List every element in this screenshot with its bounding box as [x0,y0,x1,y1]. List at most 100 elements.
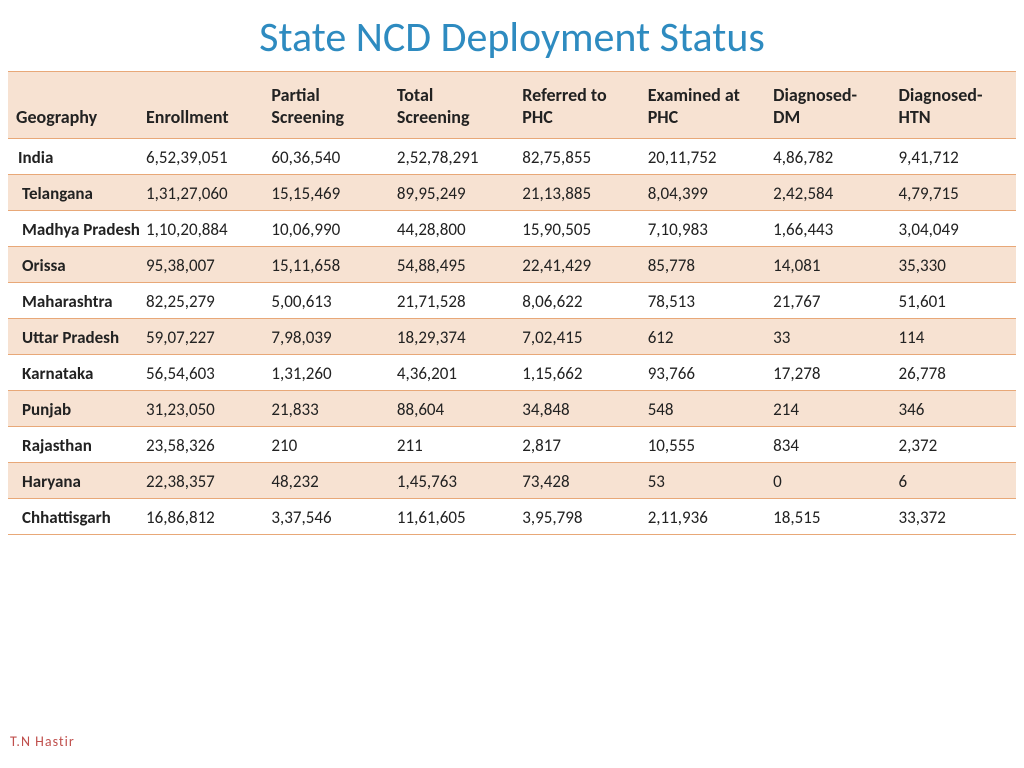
data-cell: 3,04,049 [891,211,1016,247]
data-cell: 82,25,279 [138,283,263,319]
data-cell: 34,848 [514,391,639,427]
data-cell: 22,41,429 [514,247,639,283]
data-cell: 21,833 [263,391,388,427]
data-cell: 88,604 [389,391,514,427]
data-cell: 834 [765,427,890,463]
data-cell: 21,71,528 [389,283,514,319]
data-cell: 21,767 [765,283,890,319]
data-cell: 85,778 [640,247,765,283]
table-row: Madhya Pradesh1,10,20,88410,06,99044,28,… [8,211,1016,247]
data-cell: 9,41,712 [891,139,1016,175]
data-cell: 44,28,800 [389,211,514,247]
data-cell: 82,75,855 [514,139,639,175]
data-cell: 1,31,260 [263,355,388,391]
col-header-1: Enrollment [138,72,263,139]
table-row: Orissa95,38,00715,11,65854,88,49522,41,4… [8,247,1016,283]
data-cell: 1,45,763 [389,463,514,499]
geo-cell: Uttar Pradesh [8,319,138,355]
data-cell: 54,88,495 [389,247,514,283]
data-cell: 6,52,39,051 [138,139,263,175]
table-row: Punjab31,23,05021,83388,60434,8485482143… [8,391,1016,427]
table-header: GeographyEnrollmentPartial ScreeningTota… [8,72,1016,139]
data-cell: 210 [263,427,388,463]
data-cell: 33,372 [891,499,1016,535]
data-cell: 53 [640,463,765,499]
table-body: India6,52,39,05160,36,5402,52,78,29182,7… [8,139,1016,535]
data-cell: 114 [891,319,1016,355]
data-cell: 7,10,983 [640,211,765,247]
data-cell: 612 [640,319,765,355]
col-header-4: Referred to PHC [514,72,639,139]
data-cell: 22,38,357 [138,463,263,499]
geo-cell: Haryana [8,463,138,499]
data-cell: 73,428 [514,463,639,499]
geo-cell: Chhattisgarh [8,499,138,535]
data-cell: 59,07,227 [138,319,263,355]
data-cell: 48,232 [263,463,388,499]
table-row: Rajasthan23,58,3262102112,81710,5558342,… [8,427,1016,463]
data-cell: 548 [640,391,765,427]
data-cell: 33 [765,319,890,355]
data-cell: 31,23,050 [138,391,263,427]
col-header-6: Diagnosed-DM [765,72,890,139]
table-row: Maharashtra82,25,2795,00,61321,71,5288,0… [8,283,1016,319]
table-container: GeographyEnrollmentPartial ScreeningTota… [0,71,1024,535]
data-cell: 10,06,990 [263,211,388,247]
data-cell: 214 [765,391,890,427]
geo-cell: Rajasthan [8,427,138,463]
col-header-2: Partial Screening [263,72,388,139]
data-cell: 15,15,469 [263,175,388,211]
data-cell: 60,36,540 [263,139,388,175]
data-cell: 5,00,613 [263,283,388,319]
data-cell: 1,15,662 [514,355,639,391]
footer-author: T.N Hastir [10,733,75,750]
geo-cell: Punjab [8,391,138,427]
data-cell: 1,10,20,884 [138,211,263,247]
data-cell: 8,04,399 [640,175,765,211]
data-cell: 18,515 [765,499,890,535]
data-cell: 0 [765,463,890,499]
data-cell: 26,778 [891,355,1016,391]
data-cell: 2,11,936 [640,499,765,535]
data-cell: 18,29,374 [389,319,514,355]
geo-cell: Madhya Pradesh [8,211,138,247]
data-cell: 21,13,885 [514,175,639,211]
data-cell: 2,52,78,291 [389,139,514,175]
data-cell: 3,95,798 [514,499,639,535]
data-cell: 4,86,782 [765,139,890,175]
data-cell: 95,38,007 [138,247,263,283]
data-cell: 15,11,658 [263,247,388,283]
data-cell: 51,601 [891,283,1016,319]
geo-cell: India [8,139,138,175]
table-row: Telangana1,31,27,06015,15,46989,95,24921… [8,175,1016,211]
col-header-0: Geography [8,72,138,139]
data-cell: 346 [891,391,1016,427]
col-header-3: Total Screening [389,72,514,139]
data-cell: 17,278 [765,355,890,391]
data-cell: 20,11,752 [640,139,765,175]
data-cell: 1,31,27,060 [138,175,263,211]
data-cell: 3,37,546 [263,499,388,535]
deployment-table: GeographyEnrollmentPartial ScreeningTota… [8,71,1016,535]
data-cell: 78,513 [640,283,765,319]
table-row: Karnataka56,54,6031,31,2604,36,2011,15,6… [8,355,1016,391]
data-cell: 2,372 [891,427,1016,463]
table-row: Haryana22,38,35748,2321,45,76373,4285306 [8,463,1016,499]
data-cell: 11,61,605 [389,499,514,535]
data-cell: 89,95,249 [389,175,514,211]
table-row: India6,52,39,05160,36,5402,52,78,29182,7… [8,139,1016,175]
data-cell: 10,555 [640,427,765,463]
data-cell: 35,330 [891,247,1016,283]
data-cell: 23,58,326 [138,427,263,463]
data-cell: 2,42,584 [765,175,890,211]
data-cell: 4,79,715 [891,175,1016,211]
col-header-5: Examined at PHC [640,72,765,139]
data-cell: 211 [389,427,514,463]
data-cell: 7,02,415 [514,319,639,355]
page-title: State NCD Deployment Status [0,0,1024,71]
data-cell: 8,06,622 [514,283,639,319]
table-row: Chhattisgarh16,86,8123,37,54611,61,6053,… [8,499,1016,535]
data-cell: 7,98,039 [263,319,388,355]
geo-cell: Maharashtra [8,283,138,319]
geo-cell: Telangana [8,175,138,211]
